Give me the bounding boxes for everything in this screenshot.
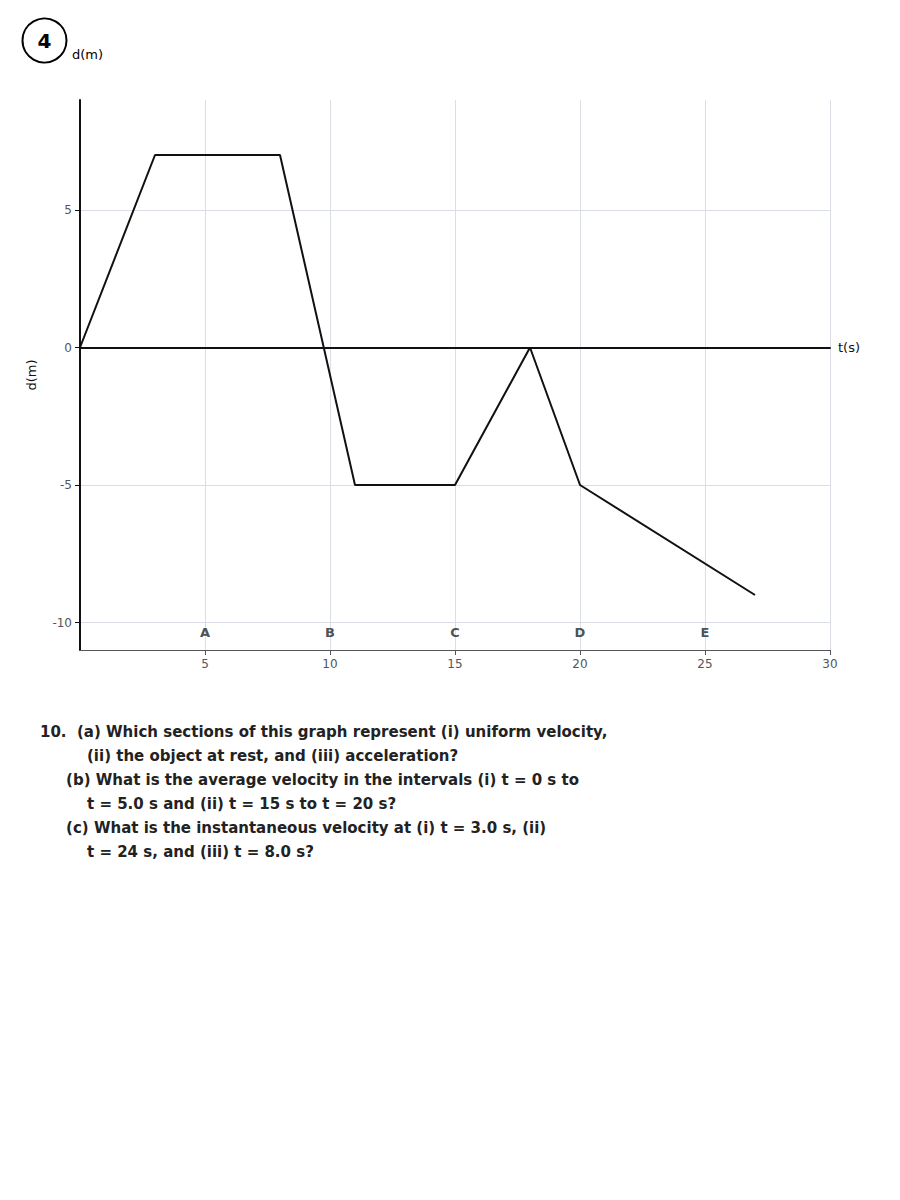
svg-text:d(m): d(m)	[72, 47, 103, 62]
html-text:t = 24 s, and (iii) t = 8.0 s?: t = 24 s, and (iii) t = 8.0 s?	[40, 843, 314, 861]
svg-text:-5: -5	[60, 478, 72, 492]
svg-text:t(s): t(s)	[838, 340, 860, 355]
svg-text:0: 0	[64, 341, 72, 355]
svg-text:30: 30	[822, 657, 837, 671]
html-text:t = 5.0 s and (ii) t = 15 s to: t = 5.0 s and (ii) t = 15 s to t = 20 s?	[40, 795, 397, 813]
svg-text:5: 5	[201, 657, 209, 671]
svg-text:B: B	[325, 625, 335, 640]
svg-text:-10: -10	[52, 616, 72, 630]
svg-text:4: 4	[38, 29, 52, 53]
svg-text:5: 5	[64, 203, 72, 217]
svg-text:15: 15	[447, 657, 462, 671]
svg-text:25: 25	[697, 657, 712, 671]
svg-text:d(m): d(m)	[24, 359, 39, 390]
html-text:(b) What is the average veloci: (b) What is the average velocity in the …	[40, 771, 579, 789]
html-text:(c) What is the instantaneous: (c) What is the instantaneous velocity a…	[40, 819, 547, 837]
html-text:(ii) the object at rest, and (: (ii) the object at rest, and (iii) accel…	[40, 747, 459, 765]
svg-text:D: D	[575, 625, 586, 640]
svg-text:A: A	[200, 625, 210, 640]
svg-text:20: 20	[572, 657, 587, 671]
svg-text:C: C	[450, 625, 460, 640]
html-text:10. (a) Which sections of this: 10. (a) Which sections of this graph rep…	[40, 723, 608, 741]
svg-text:10: 10	[322, 657, 337, 671]
svg-text:E: E	[701, 625, 710, 640]
